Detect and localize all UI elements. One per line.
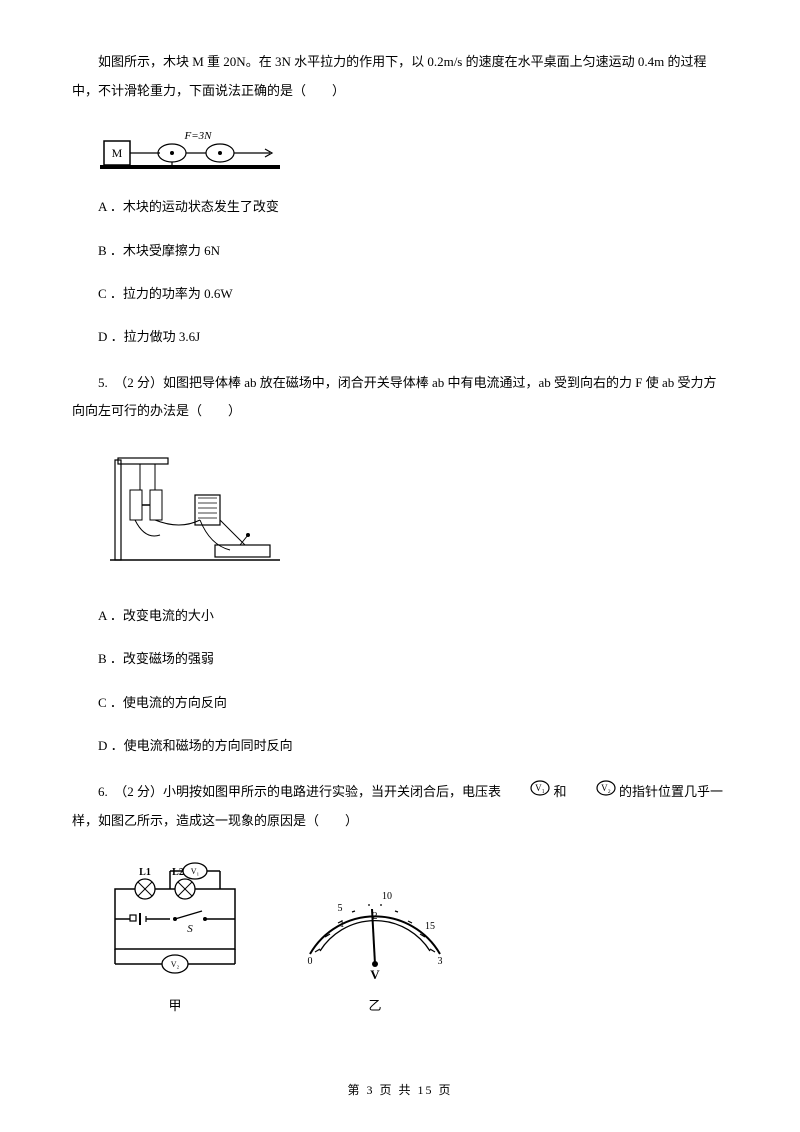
- q4-pulley-diagram: M F=3N: [100, 129, 728, 171]
- svg-text:5: 5: [338, 903, 343, 914]
- force-label: F=3N: [184, 130, 213, 142]
- q6-figures: V₁ L1 L2 S V₂: [100, 859, 728, 1017]
- q5-option-a: A ．改变电流的大小: [72, 604, 728, 627]
- q5-magnet-diagram: [100, 450, 728, 580]
- q5-option-d: D ．使电流和磁场的方向同时反向: [72, 734, 728, 757]
- q6-stem: 6. （2 分）小明按如图甲所示的电路进行实验，当开关闭合后，电压表 V₁ 和 …: [72, 778, 728, 836]
- q5-option-c: C ．使电流的方向反向: [72, 691, 728, 714]
- page-footer: 第 3 页 共 15 页: [0, 1081, 800, 1100]
- v1-icon: V₁: [504, 778, 550, 807]
- svg-text:V: V: [370, 967, 380, 982]
- caption-jia: 甲: [100, 996, 250, 1017]
- q5-stem: 5. （2 分）如图把导体棒 ab 放在磁场中，闭合开关导体棒 ab 中有电流通…: [72, 369, 728, 426]
- q6-stem-b: 和: [554, 784, 570, 799]
- svg-text:V₂: V₂: [601, 783, 611, 793]
- svg-text:3: 3: [438, 956, 443, 967]
- svg-text:L1: L1: [139, 867, 151, 878]
- svg-text:V₁: V₁: [191, 867, 200, 876]
- q4-option-a: A ．木块的运动状态发生了改变: [72, 195, 728, 218]
- svg-text:S: S: [187, 923, 193, 935]
- svg-text:10: 10: [382, 891, 392, 902]
- q4-option-c: C ．拉力的功率为 0.6W: [72, 282, 728, 305]
- q4-option-b: B ．木块受摩擦力 6N: [72, 239, 728, 262]
- caption-yi: 乙: [290, 996, 460, 1017]
- q4-option-d: D ．拉力做功 3.6J: [72, 325, 728, 348]
- svg-text:15: 15: [425, 921, 435, 932]
- q5-option-b: B ．改变磁场的强弱: [72, 647, 728, 670]
- svg-text:V₂: V₂: [171, 960, 180, 969]
- q6-stem-a: 6. （2 分）小明按如图甲所示的电路进行实验，当开关闭合后，电压表: [98, 784, 504, 799]
- v2-icon: V₂: [570, 778, 616, 807]
- q4-intro: 如图所示，木块 M 重 20N。在 3N 水平拉力的作用下，以 0.2m/s 的…: [72, 48, 728, 105]
- svg-text:1: 1: [340, 919, 345, 930]
- svg-text:L2: L2: [172, 867, 184, 878]
- voltmeter-diagram: 0 5 1 10 2 15 3 V 乙: [290, 879, 460, 1017]
- svg-text:0: 0: [308, 956, 313, 967]
- block-m-label: M: [112, 146, 123, 160]
- circuit-diagram: V₁ L1 L2 S V₂: [100, 859, 250, 1017]
- svg-text:V₁: V₁: [535, 783, 545, 793]
